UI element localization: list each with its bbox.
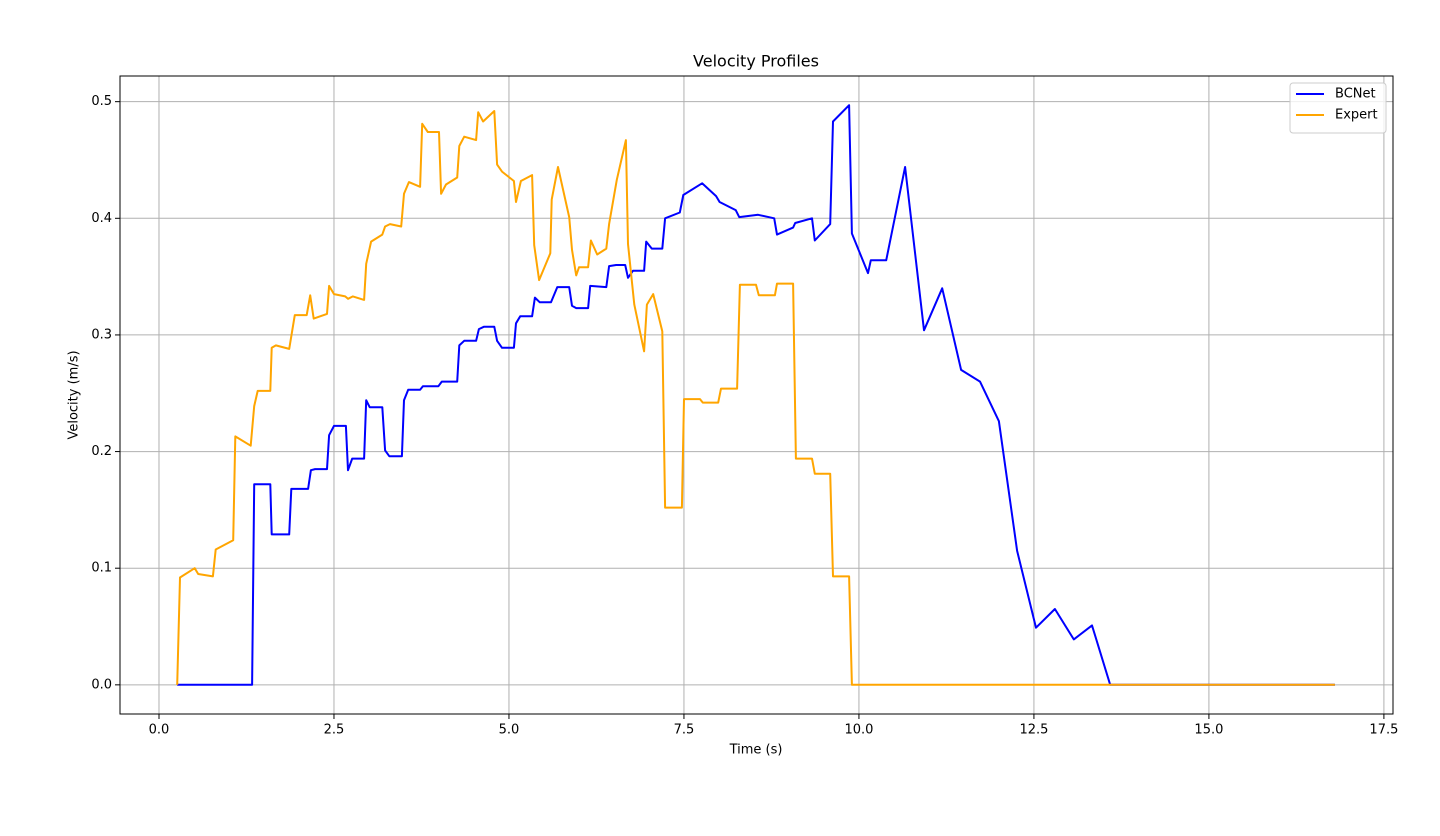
x-tick-label: 7.5	[674, 723, 695, 738]
x-tick-label: 12.5	[1019, 723, 1048, 738]
x-tick-label: 5.0	[499, 723, 520, 738]
chart-title: Velocity Profiles	[693, 52, 819, 71]
x-tick-label: 0.0	[149, 723, 170, 738]
y-tick-label: 0.5	[91, 94, 112, 109]
y-tick-label: 0.2	[91, 444, 112, 459]
x-tick-label: 2.5	[324, 723, 345, 738]
y-tick-label: 0.3	[91, 327, 112, 342]
legend-label: Expert	[1335, 108, 1378, 123]
plot-frame	[119, 75, 1394, 715]
legend-label: BCNet	[1335, 87, 1376, 102]
x-tick-label: 17.5	[1369, 723, 1398, 738]
y-tick-label: 0.1	[91, 561, 112, 576]
x-tick-label: 15.0	[1194, 723, 1223, 738]
series-line	[177, 104, 1335, 686]
series-line	[176, 110, 1335, 686]
y-tick-label: 0.4	[91, 211, 112, 226]
x-tick-label: 10.0	[844, 723, 873, 738]
legend-box	[1289, 82, 1387, 134]
y-tick-label: 0.0	[91, 677, 112, 692]
legend: BCNet Expert	[1289, 82, 1387, 134]
y-axis-label: Velocity (m/s)	[67, 350, 82, 439]
x-axis-label: Time (s)	[729, 743, 783, 758]
